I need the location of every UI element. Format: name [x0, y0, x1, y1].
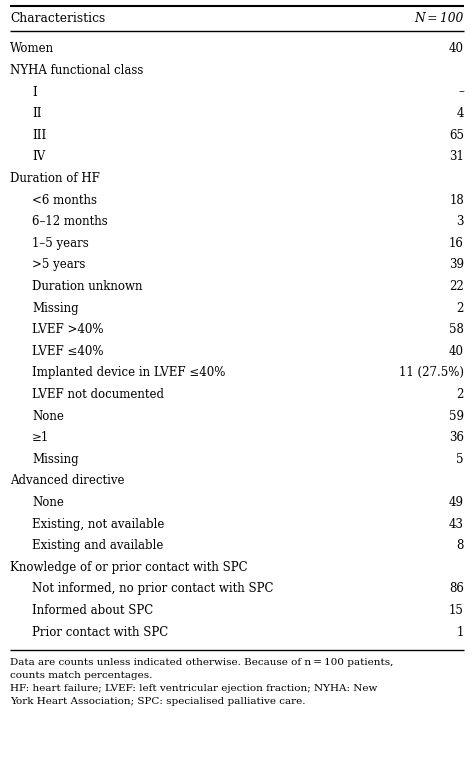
Text: –: – — [458, 86, 464, 99]
Text: 4: 4 — [456, 107, 464, 120]
Text: <6 months: <6 months — [32, 193, 97, 206]
Text: 43: 43 — [449, 518, 464, 531]
Text: Not informed, no prior contact with SPC: Not informed, no prior contact with SPC — [32, 582, 273, 596]
Text: Advanced directive: Advanced directive — [10, 475, 125, 487]
Text: 2: 2 — [456, 302, 464, 315]
Text: 86: 86 — [449, 582, 464, 596]
Text: HF: heart failure; LVEF: left ventricular ejection fraction; NYHA: New: HF: heart failure; LVEF: left ventricula… — [10, 684, 377, 693]
Text: 5: 5 — [456, 453, 464, 466]
Text: 2: 2 — [456, 388, 464, 401]
Text: IV: IV — [32, 150, 45, 163]
Text: 1–5 years: 1–5 years — [32, 236, 89, 250]
Text: Missing: Missing — [32, 453, 79, 466]
Text: 49: 49 — [449, 496, 464, 509]
Text: York Heart Association; SPC: specialised palliative care.: York Heart Association; SPC: specialised… — [10, 697, 306, 706]
Text: 39: 39 — [449, 258, 464, 271]
Text: None: None — [32, 409, 64, 423]
Text: Characteristics: Characteristics — [10, 11, 105, 24]
Text: 15: 15 — [449, 604, 464, 617]
Text: LVEF ≤40%: LVEF ≤40% — [32, 345, 103, 358]
Text: Knowledge of or prior contact with SPC: Knowledge of or prior contact with SPC — [10, 561, 247, 574]
Text: Existing and available: Existing and available — [32, 539, 164, 553]
Text: Missing: Missing — [32, 302, 79, 315]
Text: 3: 3 — [456, 215, 464, 228]
Text: Prior contact with SPC: Prior contact with SPC — [32, 625, 168, 639]
Text: 65: 65 — [449, 129, 464, 142]
Text: N = 100: N = 100 — [415, 11, 464, 24]
Text: 1: 1 — [456, 625, 464, 639]
Text: III: III — [32, 129, 46, 142]
Text: 31: 31 — [449, 150, 464, 163]
Text: 8: 8 — [456, 539, 464, 553]
Text: I: I — [32, 86, 37, 99]
Text: LVEF >40%: LVEF >40% — [32, 323, 103, 337]
Text: 22: 22 — [449, 280, 464, 293]
Text: II: II — [32, 107, 42, 120]
Text: Women: Women — [10, 42, 54, 55]
Text: 18: 18 — [449, 193, 464, 206]
Text: Data are counts unless indicated otherwise. Because of n = 100 patients,: Data are counts unless indicated otherwi… — [10, 658, 393, 667]
Text: 59: 59 — [449, 409, 464, 423]
Text: >5 years: >5 years — [32, 258, 85, 271]
Text: Duration of HF: Duration of HF — [10, 172, 100, 185]
Text: 11 (27.5%): 11 (27.5%) — [399, 366, 464, 380]
Text: LVEF not documented: LVEF not documented — [32, 388, 164, 401]
Text: counts match percentages.: counts match percentages. — [10, 671, 152, 680]
Text: 36: 36 — [449, 431, 464, 444]
Text: NYHA functional class: NYHA functional class — [10, 64, 143, 77]
Text: Informed about SPC: Informed about SPC — [32, 604, 153, 617]
Text: 16: 16 — [449, 236, 464, 250]
Text: 58: 58 — [449, 323, 464, 337]
Text: Duration unknown: Duration unknown — [32, 280, 143, 293]
Text: ≥1: ≥1 — [32, 431, 49, 444]
Text: 40: 40 — [449, 345, 464, 358]
Text: Implanted device in LVEF ≤40%: Implanted device in LVEF ≤40% — [32, 366, 225, 380]
Text: Existing, not available: Existing, not available — [32, 518, 164, 531]
Text: 6–12 months: 6–12 months — [32, 215, 108, 228]
Text: 40: 40 — [449, 42, 464, 55]
Text: None: None — [32, 496, 64, 509]
